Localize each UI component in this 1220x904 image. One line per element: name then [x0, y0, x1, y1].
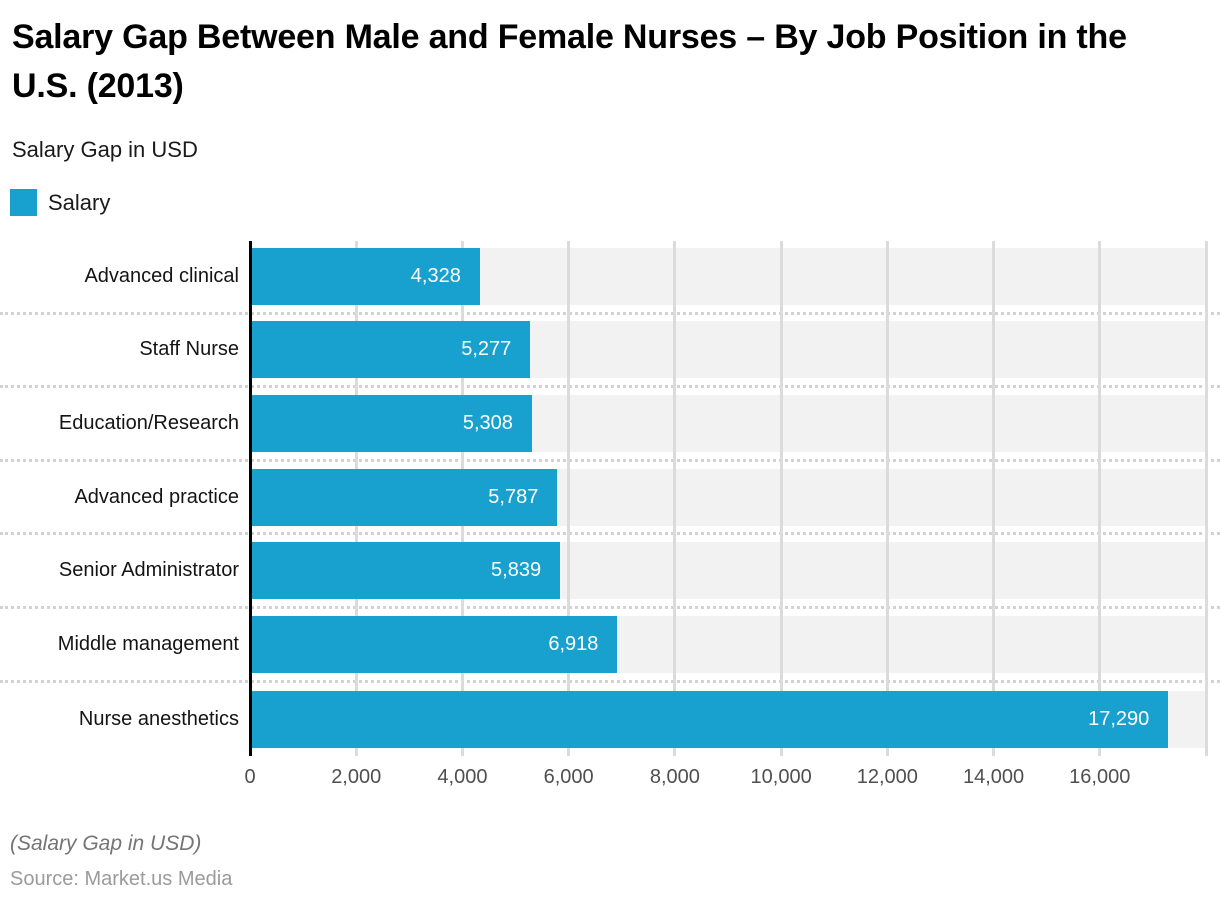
bar-row: Advanced clinical 4,328: [0, 241, 1220, 315]
category-label: Nurse anesthetics: [78, 707, 239, 730]
x-tick-label: 10,000: [750, 766, 812, 789]
bar-value-label: 17,290: [1088, 707, 1150, 730]
bar-value-label: 5,787: [488, 485, 539, 508]
bar-value-label: 5,839: [491, 559, 542, 582]
x-tick-label: 4,000: [437, 766, 488, 789]
category-label: Staff Nurse: [139, 338, 239, 361]
row-band: 5,277: [250, 321, 1206, 379]
bar: 6,918: [250, 615, 618, 673]
bar-row: Senior Administrator 5,839: [0, 535, 1220, 609]
bar: 4,328: [250, 247, 480, 305]
x-tick-label: 14,000: [962, 766, 1025, 789]
x-tick-label: 8,000: [649, 766, 700, 789]
chart-subtitle: Salary Gap in USD: [12, 137, 198, 162]
x-tick-label: 2,000: [331, 766, 382, 789]
row-band: 5,787: [250, 468, 1206, 526]
bar: 17,290: [250, 690, 1169, 748]
bar: 5,839: [250, 542, 561, 600]
row-band: 5,839: [250, 542, 1206, 600]
bar: 5,277: [250, 321, 531, 379]
bar-value-label: 5,308: [462, 411, 513, 434]
y-axis-line: [249, 241, 252, 757]
x-tick-label: 12,000: [856, 766, 918, 789]
chart-plot-area: Advanced clinical 4,328 Staff Nurse 5,27…: [0, 241, 1220, 757]
x-tick-label: 0: [244, 766, 256, 789]
bar-value-label: 5,277: [461, 338, 512, 361]
bar-value-label: 4,328: [410, 264, 461, 287]
legend-label: Salary: [48, 189, 111, 215]
chart-title: Salary Gap Between Male and Female Nurse…: [12, 18, 1127, 105]
row-band: 17,290: [250, 690, 1206, 748]
bar-row: Education/Research 5,308: [0, 388, 1220, 462]
bar: 5,308: [250, 394, 532, 452]
footnote: (Salary Gap in USD): [10, 832, 202, 856]
category-label: Middle management: [57, 632, 239, 655]
legend-swatch-icon: [10, 189, 37, 216]
category-label: Senior Administrator: [58, 559, 239, 582]
bar-row: Advanced practice 5,787: [0, 462, 1220, 536]
category-label: Advanced practice: [74, 485, 239, 508]
bar-row: Staff Nurse 5,277: [0, 315, 1220, 389]
x-tick-label: 6,000: [543, 766, 594, 789]
bar-chart: Advanced clinical 4,328 Staff Nurse 5,27…: [0, 241, 1220, 796]
source-text: Source: Market.us Media: [10, 868, 233, 891]
category-label: Education/Research: [58, 411, 239, 434]
bar-value-label: 6,918: [548, 632, 599, 655]
row-band: 4,328: [250, 247, 1206, 305]
row-band: 5,308: [250, 394, 1206, 452]
bar-row: Middle management 6,918: [0, 609, 1220, 683]
bar: 5,787: [250, 468, 558, 526]
row-band: 6,918: [250, 615, 1206, 673]
x-axis: 0 2,000 4,000 6,000 8,000 10,000 12,000 …: [244, 766, 1206, 796]
category-label: Advanced clinical: [84, 264, 239, 287]
x-tick-label: 16,000: [1069, 766, 1131, 789]
bar-row: Nurse anesthetics 17,290: [0, 683, 1220, 757]
legend: Salary: [10, 189, 1208, 216]
